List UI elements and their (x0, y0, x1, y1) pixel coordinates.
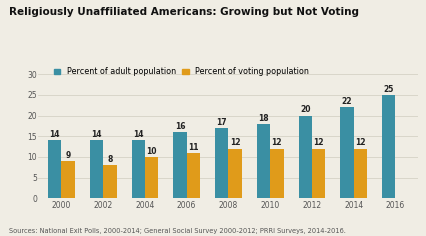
Text: 22: 22 (341, 97, 351, 106)
Text: 12: 12 (271, 139, 282, 148)
Text: 10: 10 (146, 147, 156, 156)
Text: 17: 17 (216, 118, 227, 127)
Bar (256, 124, 270, 198)
Bar (340, 107, 353, 198)
Text: 18: 18 (258, 114, 268, 123)
Bar (61, 161, 75, 198)
Bar (103, 165, 116, 198)
Bar (270, 149, 283, 198)
Text: 16: 16 (174, 122, 185, 131)
Bar (215, 128, 228, 198)
Text: 14: 14 (91, 130, 101, 139)
Legend: Percent of adult population, Percent of voting population: Percent of adult population, Percent of … (54, 67, 308, 76)
Text: 14: 14 (132, 130, 143, 139)
Bar (298, 116, 311, 198)
Text: 14: 14 (49, 130, 60, 139)
Bar (186, 153, 199, 198)
Bar (144, 157, 158, 198)
Bar (381, 95, 394, 198)
Text: 12: 12 (229, 139, 240, 148)
Bar (353, 149, 366, 198)
Text: 8: 8 (107, 155, 112, 164)
Text: 12: 12 (313, 139, 323, 148)
Bar (173, 132, 186, 198)
Bar (48, 140, 61, 198)
Bar (89, 140, 103, 198)
Text: 9: 9 (65, 151, 71, 160)
Text: Religiously Unaffiliated Americans: Growing but Not Voting: Religiously Unaffiliated Americans: Grow… (9, 7, 358, 17)
Bar (311, 149, 325, 198)
Bar (131, 140, 144, 198)
Text: 25: 25 (383, 85, 393, 94)
Text: 11: 11 (188, 143, 198, 152)
Bar (228, 149, 241, 198)
Text: 20: 20 (299, 105, 310, 114)
Text: Sources: National Exit Polls, 2000-2014; General Social Survey 2000-2012; PRRI S: Sources: National Exit Polls, 2000-2014;… (9, 228, 345, 234)
Text: 12: 12 (354, 139, 365, 148)
